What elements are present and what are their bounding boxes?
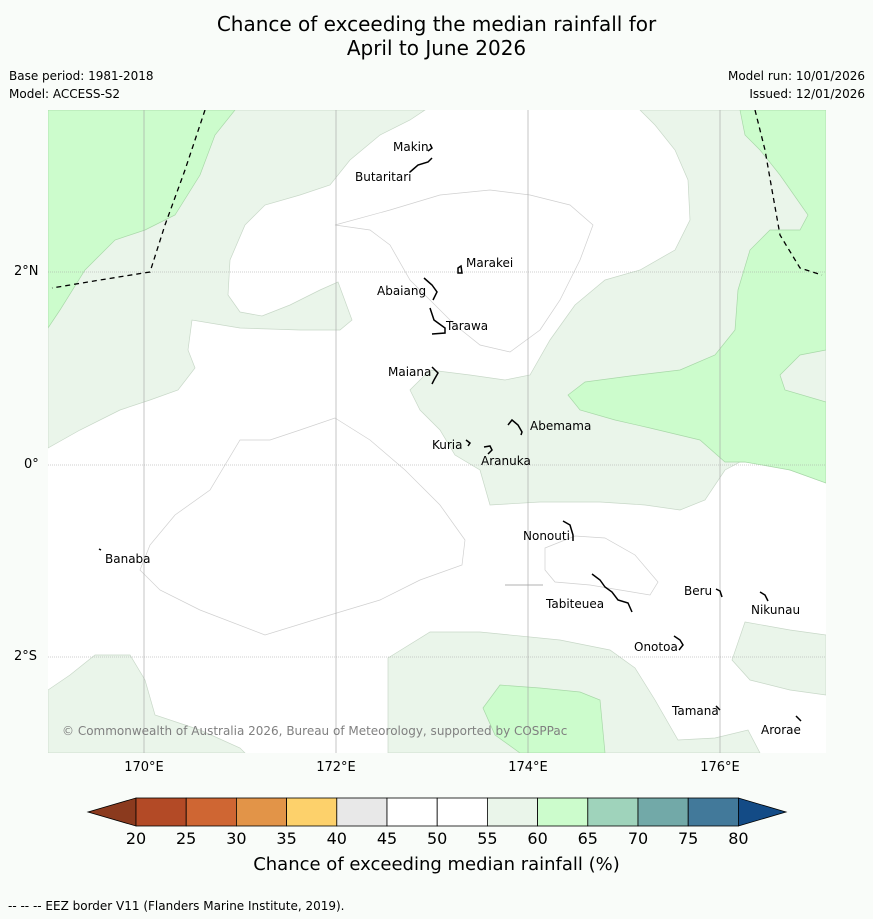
region-60-65-east xyxy=(567,110,826,484)
region-60-65-northwest xyxy=(48,110,236,329)
region-55-60-southeast xyxy=(731,621,826,696)
colorbar-extend-high xyxy=(738,797,788,827)
label-tamana: Tamana xyxy=(671,704,719,718)
colorbar-segment xyxy=(235,797,287,827)
colorbar-tick-label: 55 xyxy=(477,829,498,848)
island-beru xyxy=(715,588,723,598)
footer-note: -- -- -- EEZ border V11 (Flanders Marine… xyxy=(8,899,345,913)
lon-label-174e: 174°E xyxy=(508,760,548,775)
island-butaritari xyxy=(409,157,433,173)
island-abemama xyxy=(507,418,523,436)
label-butaritari: Butaritari xyxy=(355,170,412,184)
colorbar-segment xyxy=(436,797,488,827)
island-abaiang xyxy=(423,277,438,301)
colorbar-label: Chance of exceeding median rainfall (%) xyxy=(253,854,620,875)
colorbar-tick-label: 75 xyxy=(678,829,699,848)
label-aranuka: Aranuka xyxy=(481,454,531,468)
contour-central-south xyxy=(139,417,466,636)
label-maiana: Maiana xyxy=(388,365,431,379)
lon-label-176e: 176°E xyxy=(700,760,740,775)
island-nikunau xyxy=(759,591,769,602)
colorbar-tick-label: 60 xyxy=(527,829,548,848)
colorbar-segment xyxy=(687,797,739,827)
model-run: Model run: 10/01/2026 xyxy=(727,69,865,83)
label-onotoa: Onotoa xyxy=(634,640,678,654)
colorbar-segment xyxy=(386,797,438,827)
title-line-2: April to June 2026 xyxy=(346,36,527,60)
colorbar-tick-label: 70 xyxy=(627,829,649,848)
map-canvas: Makin Butaritari Marakei Abaiang Tarawa … xyxy=(48,110,826,753)
colorbar-segment xyxy=(486,797,538,827)
island-onotoa xyxy=(673,635,684,651)
lat-label-2n: 2°N xyxy=(14,264,39,279)
label-marakei: Marakei xyxy=(466,256,513,270)
islands xyxy=(98,143,802,722)
island-aranuka xyxy=(483,445,493,455)
colorbar-segment xyxy=(537,797,589,827)
colorbar-segment xyxy=(336,797,388,827)
colorbar-extend-low xyxy=(86,797,137,827)
colorbar-segment xyxy=(135,797,187,827)
colorbar-tick-label: 45 xyxy=(376,829,398,848)
island-tabiteuea xyxy=(591,573,633,613)
issued-date: Issued: 12/01/2026 xyxy=(749,87,865,101)
label-nikunau: Nikunau xyxy=(751,603,800,617)
colorbar-segment xyxy=(587,797,639,827)
label-kuria: Kuria xyxy=(432,438,463,452)
meta-left: Base period: 1981-2018 Model: ACCESS-S2 xyxy=(9,67,154,103)
label-arorae: Arorae xyxy=(761,723,801,737)
region-55-60-southwest xyxy=(48,654,246,753)
label-abemama: Abemama xyxy=(530,419,591,433)
island-tarawa xyxy=(429,307,446,335)
label-makin: Makin xyxy=(393,140,429,154)
colorbar-segment xyxy=(637,797,689,827)
label-nonouti: Nonouti xyxy=(523,529,570,543)
label-abaiang: Abaiang xyxy=(377,284,426,298)
colorbar-tick-label: 35 xyxy=(276,829,297,848)
graticule xyxy=(48,110,826,753)
map-title: Chance of exceeding the median rainfall … xyxy=(0,12,873,60)
label-tarawa: Tarawa xyxy=(445,319,488,333)
colorbar-segment xyxy=(286,797,338,827)
island-nonouti xyxy=(562,520,574,541)
contour-central-north xyxy=(334,189,594,353)
title-line-1: Chance of exceeding the median rainfall … xyxy=(216,12,657,36)
eez-border-west xyxy=(51,110,206,289)
lon-label-170e: 170°E xyxy=(124,760,164,775)
base-period: Base period: 1981-2018 xyxy=(9,69,154,83)
island-arorae xyxy=(795,715,802,722)
model-name: Model: ACCESS-S2 xyxy=(9,87,121,101)
colorbar-tick-label: 20 xyxy=(125,829,147,848)
label-tabiteuea: Tabiteuea xyxy=(545,597,604,611)
colorbar xyxy=(86,797,788,827)
copyright-notice: © Commonwealth of Australia 2026, Bureau… xyxy=(62,724,568,738)
label-beru: Beru xyxy=(684,584,712,598)
lat-label-0: 0° xyxy=(24,457,39,472)
colorbar-segments xyxy=(86,797,788,827)
island-makin xyxy=(427,143,433,152)
contour-tabiteuea xyxy=(544,535,659,596)
colorbar-tick-label: 30 xyxy=(226,829,247,848)
colorbar-tick-label: 25 xyxy=(176,829,197,848)
lat-label-2s: 2°S xyxy=(14,649,38,664)
colorbar-tick-label: 50 xyxy=(427,829,448,848)
lon-label-172e: 172°E xyxy=(316,760,356,775)
island-tamana xyxy=(715,705,721,711)
place-labels: Makin Butaritari Marakei Abaiang Tarawa … xyxy=(105,140,801,737)
island-maiana xyxy=(431,366,439,385)
island-marakei xyxy=(457,264,463,274)
meta-right: Model run: 10/01/2026 Issued: 12/01/2026 xyxy=(728,67,865,103)
colorbar-tick-label: 40 xyxy=(326,829,347,848)
region-60-65-south xyxy=(482,684,606,753)
colorbar-tick-label: 80 xyxy=(728,829,749,848)
colorbar-tick-label: 65 xyxy=(577,829,598,848)
island-kuria xyxy=(465,439,472,447)
colorbar-segment xyxy=(185,797,237,827)
label-banaba: Banaba xyxy=(105,552,151,566)
island-banaba xyxy=(98,548,102,551)
